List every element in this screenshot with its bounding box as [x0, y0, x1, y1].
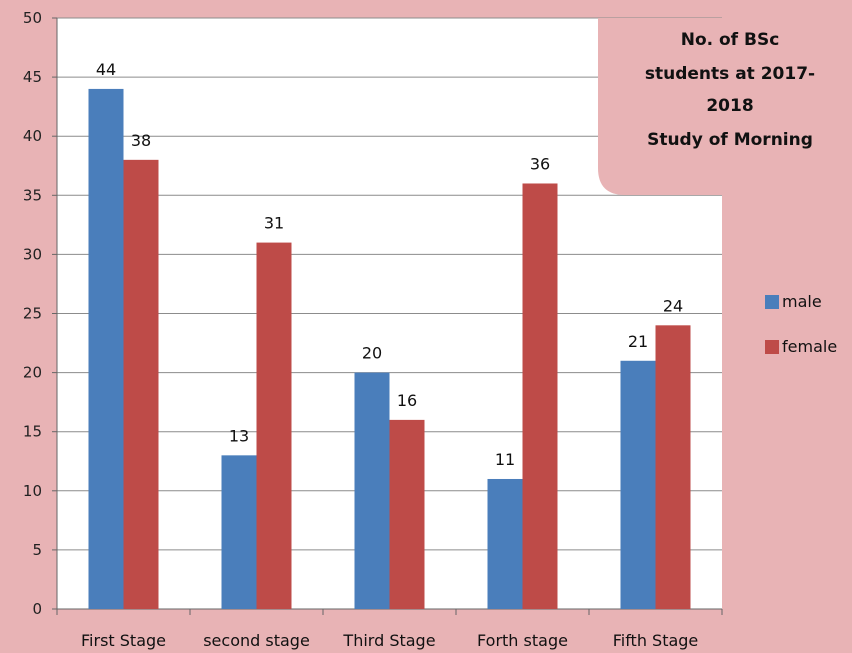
y-tick-label: 15: [23, 423, 42, 441]
y-tick-label: 0: [32, 600, 42, 618]
y-tick-label: 20: [23, 364, 42, 382]
legend-swatch-female: [765, 340, 779, 354]
chart-title-line: No. of BSc: [681, 30, 780, 50]
chart-title-line: 2018: [706, 96, 753, 116]
y-tick-label: 50: [23, 9, 42, 27]
data-label: 11: [495, 450, 515, 469]
y-tick-label: 5: [32, 541, 42, 559]
chart-title-line: students at 2017-: [645, 64, 815, 84]
y-tick-label: 45: [23, 68, 42, 86]
bar-female: [389, 419, 425, 609]
data-label: 13: [229, 426, 249, 445]
y-tick-label: 10: [23, 482, 42, 500]
bar-female: [522, 183, 558, 610]
data-label: 24: [663, 296, 683, 315]
y-tick-label: 35: [23, 186, 42, 204]
bar-male: [88, 88, 124, 610]
bar-male: [487, 478, 523, 609]
data-label: 44: [96, 60, 116, 79]
data-label: 31: [264, 214, 284, 233]
legend-swatch-male: [765, 295, 779, 309]
data-label: 20: [362, 344, 382, 363]
bar-male: [620, 360, 656, 609]
category-label: second stage: [203, 631, 310, 650]
category-label: Fifth Stage: [613, 631, 699, 650]
y-tick-label: 25: [23, 305, 42, 323]
title-background: [598, 18, 852, 195]
chart-title-box: No. of BSc students at 2017- 2018 Study of …: [598, 18, 852, 195]
category-label: Forth stage: [477, 631, 568, 650]
data-label: 36: [530, 154, 550, 173]
category-label: First Stage: [81, 631, 166, 650]
y-tick-label: 40: [23, 127, 42, 145]
data-label: 38: [131, 131, 151, 150]
bar-female: [655, 325, 691, 609]
bar-male: [354, 372, 390, 609]
bar-male: [221, 455, 257, 609]
chart-title-line: Study of Morning: [647, 130, 813, 150]
bar-female: [256, 242, 292, 609]
data-label: 21: [628, 332, 648, 351]
legend-label-female: female: [782, 337, 837, 356]
y-tick-label: 30: [23, 245, 42, 263]
data-label: 16: [397, 391, 417, 410]
legend-label-male: male: [782, 292, 822, 311]
legend: male female: [765, 292, 837, 356]
category-label: Third Stage: [342, 631, 435, 650]
bar-female: [123, 159, 159, 609]
